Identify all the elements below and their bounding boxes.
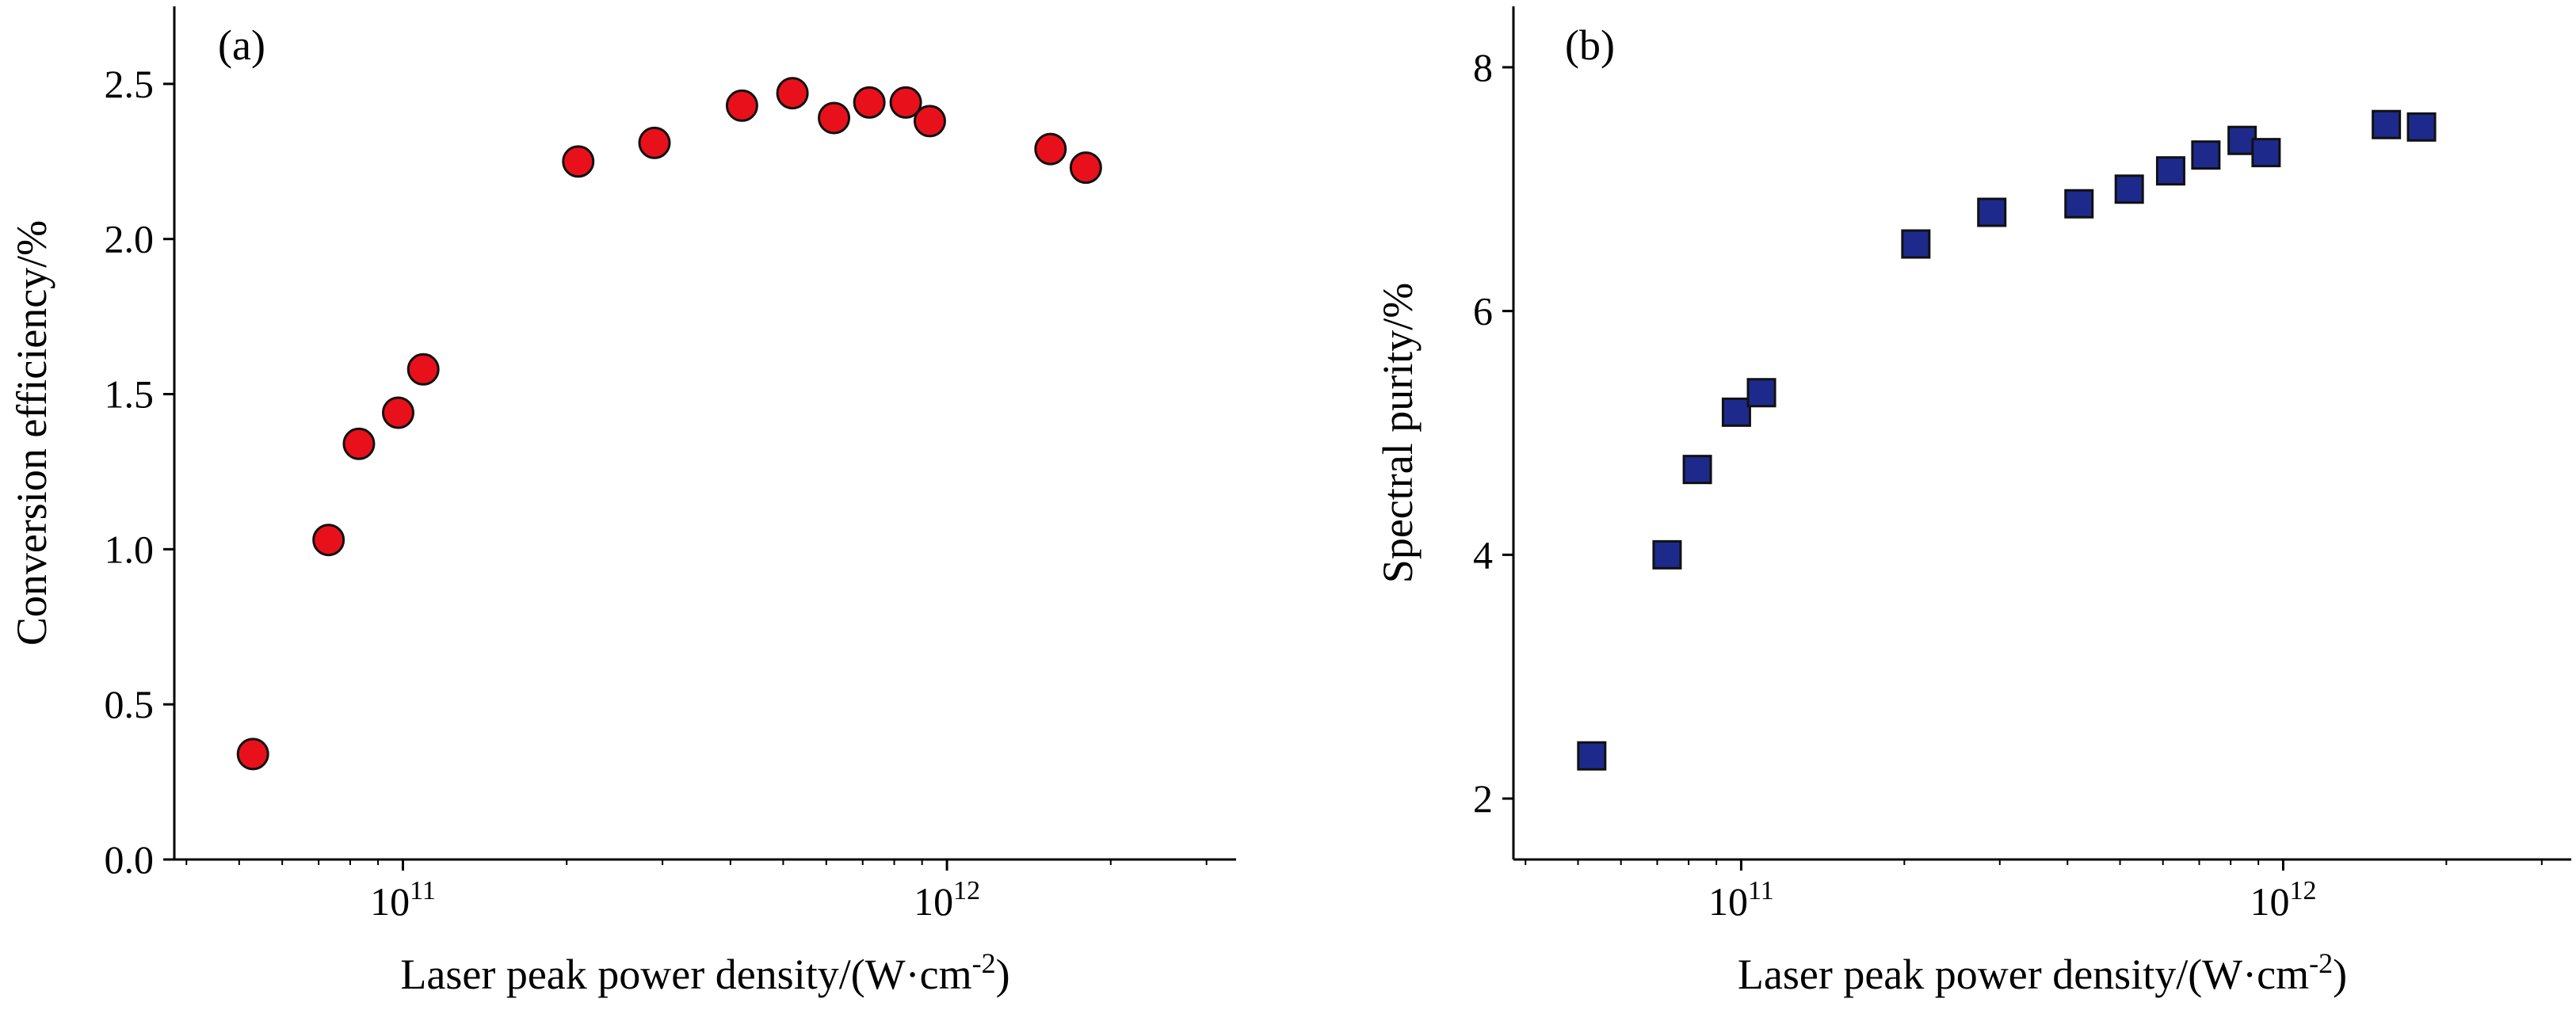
x-axis-title-close: )	[2333, 951, 2347, 998]
data-point	[1652, 539, 1682, 570]
panel-label: (b)	[1565, 21, 1615, 69]
x-tick-base: 10	[914, 879, 953, 924]
data-point	[1034, 132, 1067, 166]
y-tick-label: 2	[1473, 776, 1493, 821]
data-point	[1682, 455, 1712, 485]
y-tick-label: 0.5	[105, 682, 155, 726]
y-axis-title: Conversion efficiency/%	[8, 220, 55, 646]
x-tick-exponent: 11	[410, 876, 436, 905]
x-axis-title-superscript: -2	[972, 947, 996, 979]
data-point	[776, 77, 809, 110]
x-axis-title-close: )	[996, 951, 1010, 998]
x-tick-label: 1012	[2250, 876, 2316, 924]
data-point	[725, 89, 758, 122]
x-tick-base: 10	[1708, 879, 1748, 924]
y-tick-label: 6	[1473, 289, 1493, 333]
x-tick-exponent: 11	[1748, 876, 1774, 905]
data-point	[342, 427, 376, 460]
data-point	[381, 396, 414, 429]
y-axis-title: Spectral purity/%	[1374, 283, 1422, 583]
x-tick-exponent: 12	[2289, 876, 2316, 905]
x-axis-title-superscript: -2	[2309, 947, 2333, 979]
data-point	[1577, 741, 1607, 771]
data-point	[2251, 138, 2281, 168]
y-tick-label: 2.0	[105, 217, 155, 261]
x-axis-title: Laser peak power density/(W·cm-2)	[400, 947, 1009, 998]
x-tick-label: 1011	[1708, 876, 1774, 924]
data-point	[312, 524, 345, 557]
y-tick-label: 1.5	[105, 372, 155, 417]
x-tick-base: 10	[370, 879, 410, 924]
x-tick-label: 1012	[914, 876, 980, 924]
x-axis-title-main: Laser peak power density/(W·cm	[400, 951, 971, 998]
y-tick-label: 0.0	[105, 837, 155, 882]
y-tick-label: 4	[1473, 532, 1493, 577]
data-point	[2114, 174, 2144, 204]
x-tick-base: 10	[2250, 879, 2289, 924]
data-point	[236, 737, 269, 771]
data-point	[818, 101, 851, 135]
x-tick-exponent: 12	[953, 876, 980, 905]
data-point	[1746, 378, 1776, 408]
data-point	[913, 105, 946, 138]
x-tick-label: 1011	[370, 876, 436, 924]
y-tick-label: 1.0	[105, 527, 155, 571]
data-point	[1901, 229, 1931, 259]
data-point	[1721, 397, 1751, 427]
data-point	[853, 86, 886, 119]
data-point	[562, 145, 595, 178]
data-point	[638, 126, 671, 159]
data-point	[889, 86, 922, 119]
data-point	[1069, 151, 1102, 185]
data-point	[406, 353, 440, 386]
data-point	[2155, 156, 2185, 186]
y-tick-label: 2.5	[105, 62, 155, 106]
x-axis-title-main: Laser peak power density/(W·cm	[1738, 951, 2309, 998]
data-point	[1977, 197, 2007, 227]
data-point	[2191, 140, 2221, 170]
x-axis-title: Laser peak power density/(W·cm-2)	[1738, 947, 2347, 998]
panel-label: (a)	[218, 21, 265, 69]
data-point	[2406, 112, 2437, 142]
data-point	[2372, 109, 2402, 139]
data-point	[2064, 189, 2094, 219]
y-tick-label: 8	[1473, 45, 1493, 90]
